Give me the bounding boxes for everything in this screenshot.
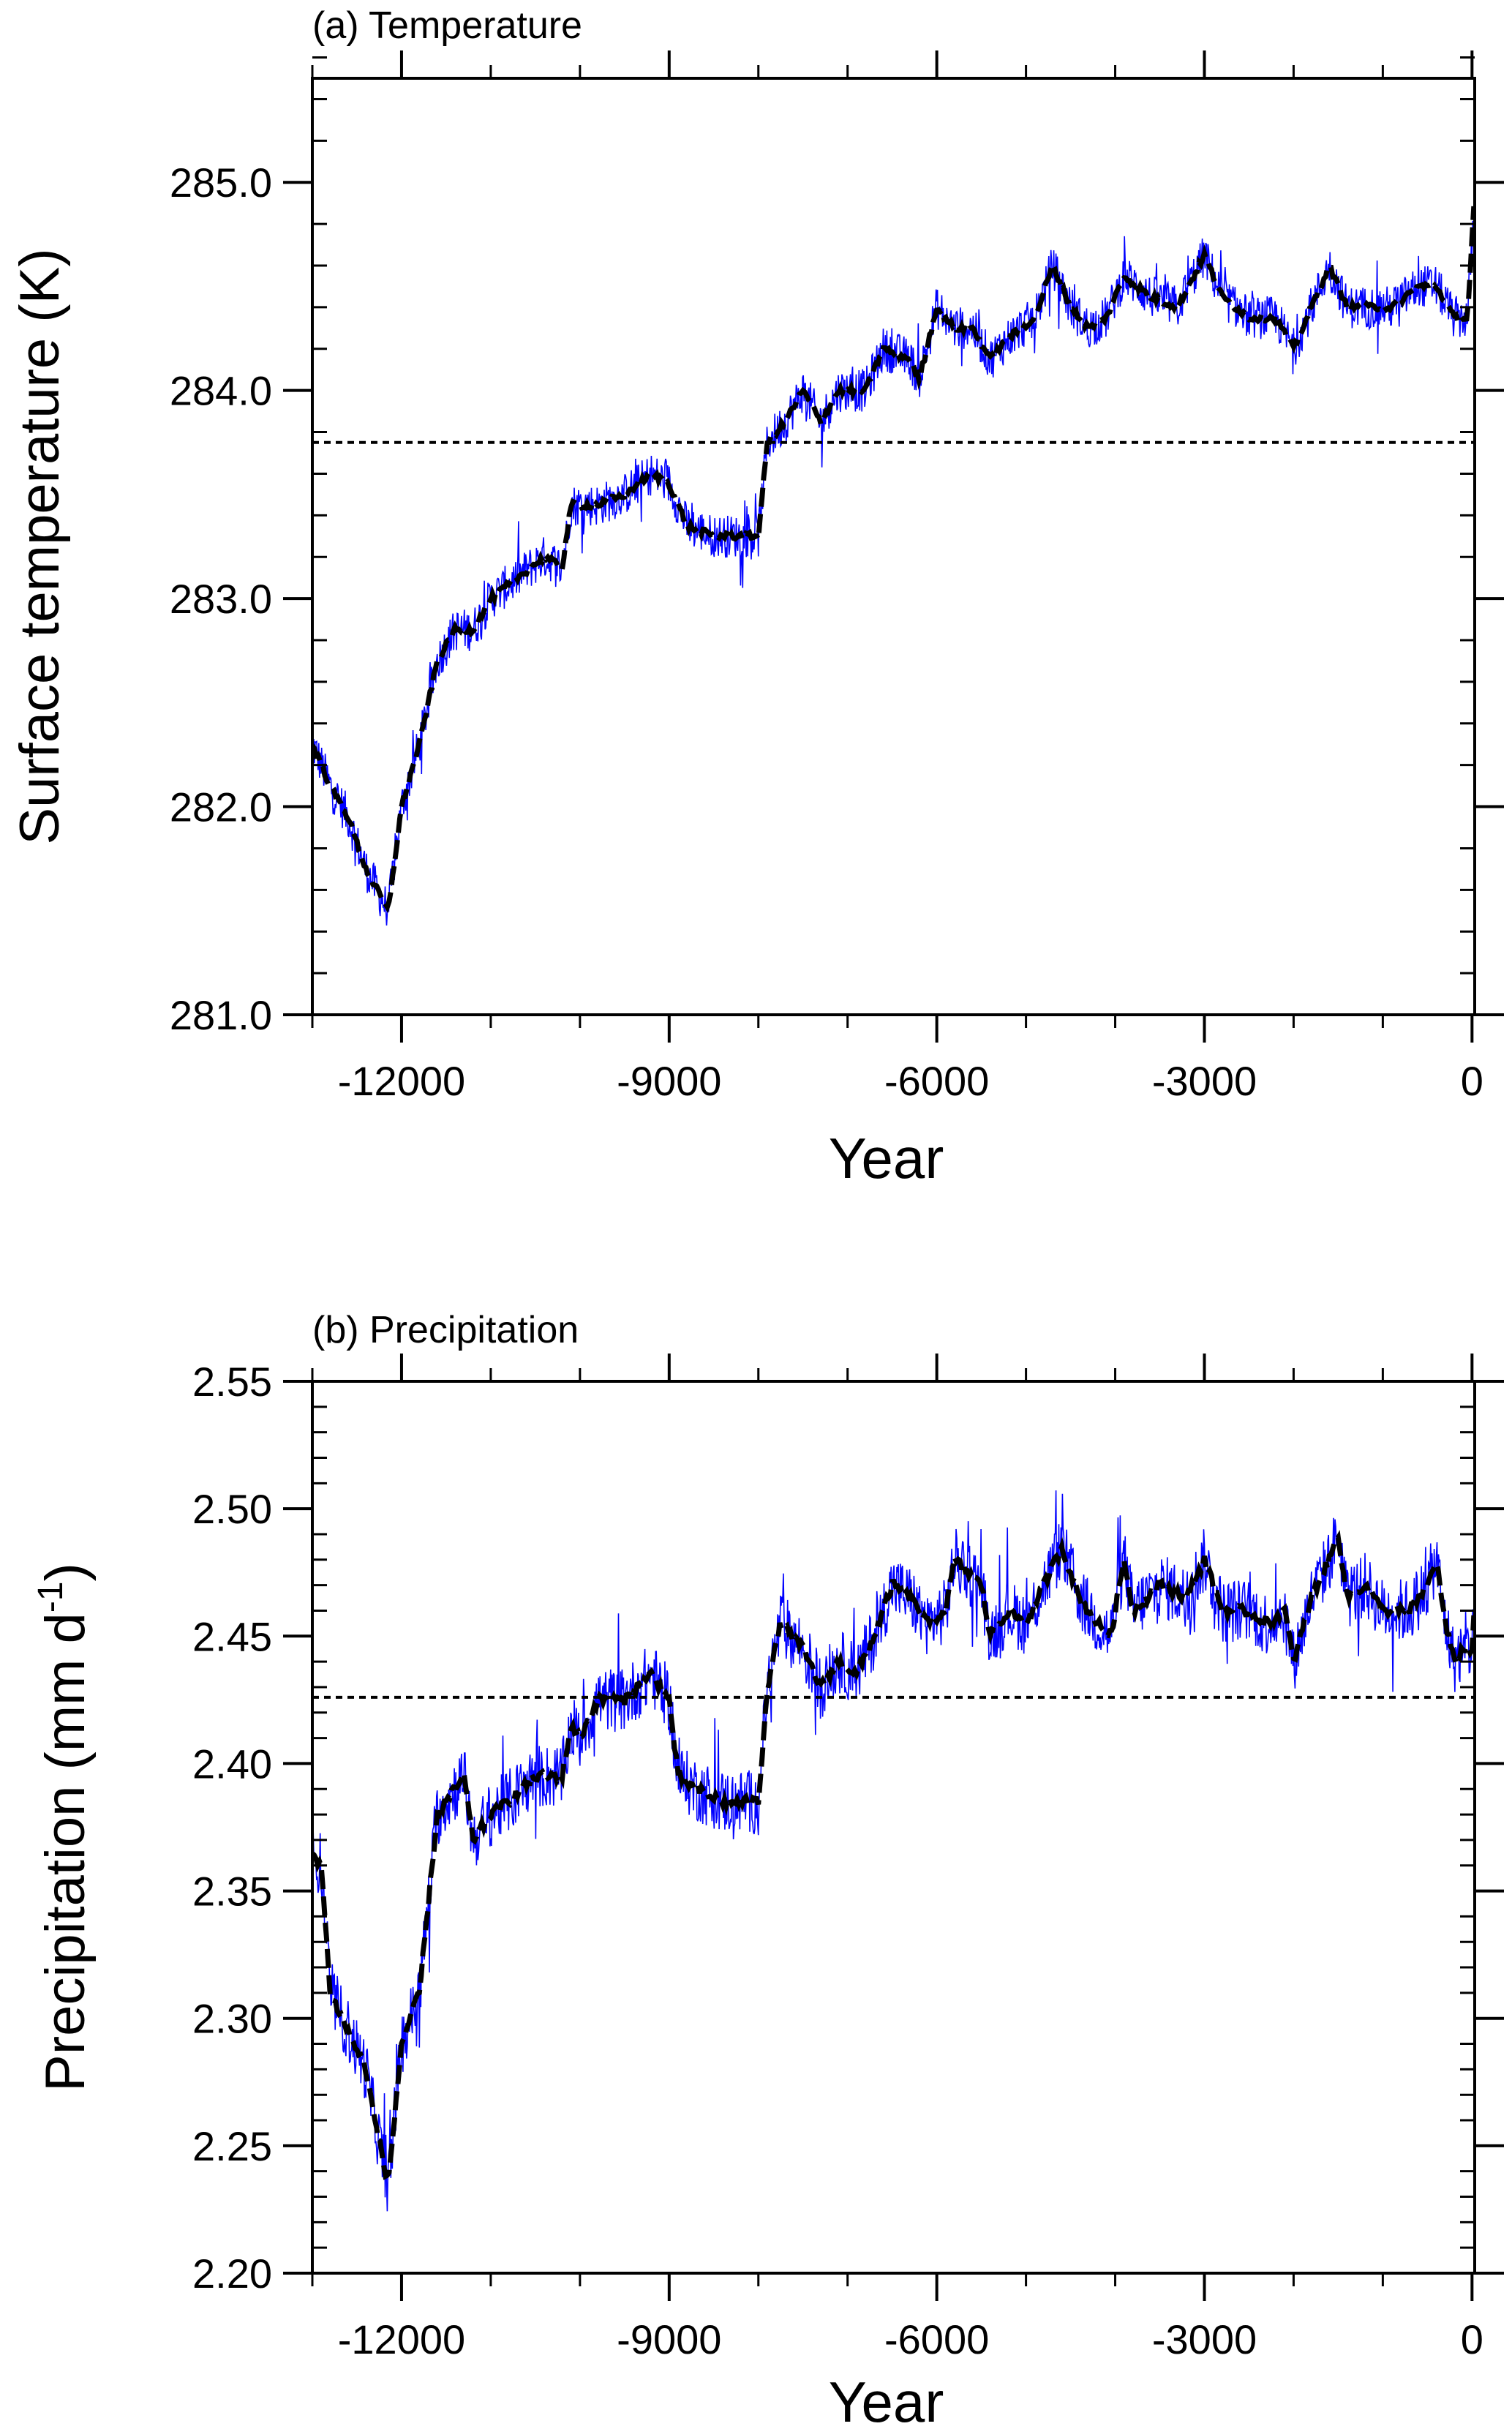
y-tick-label: 2.30 [192, 1996, 272, 2042]
smoothed-series-line [312, 1530, 1475, 2180]
y-tick-label: 2.20 [192, 2250, 272, 2297]
y-axis-label-text: Precipitation (mm d [34, 1613, 97, 2092]
y-axis-label-superscript: -1 [31, 1581, 70, 1613]
x-tick-label: -9000 [617, 2316, 721, 2362]
y-tick-label: 281.0 [170, 992, 272, 1038]
x-tick-label: -9000 [617, 1058, 721, 1104]
y-tick-label: 2.40 [192, 1741, 272, 1787]
x-tick-label: 0 [1461, 1058, 1483, 1104]
plot-area [312, 206, 1475, 926]
y-axis-label-text: Surface temperature (K) [9, 248, 71, 844]
y-tick-label: 2.50 [192, 1486, 272, 1532]
panel-temperature: (a) Temperature -12000 -9000 -6000 -3000 0 281… [9, 4, 1504, 1190]
plot-frame [311, 1380, 1476, 2275]
x-tick-label: -3000 [1152, 2316, 1257, 2362]
x-tick-label: -3000 [1152, 1058, 1257, 1104]
y-axis-label-end: ) [34, 1563, 97, 1581]
y-tick-label: 2.25 [192, 2123, 272, 2169]
y-tick-label: 284.0 [170, 368, 272, 414]
y-axis-label: Surface temperature (K) [9, 248, 71, 844]
chart-title: (b) Precipitation [312, 1309, 579, 1351]
x-tick-label: -6000 [884, 2316, 989, 2362]
x-tick-label: -12000 [338, 1058, 465, 1104]
annual-series-line [312, 1490, 1475, 2212]
x-tick-label: 0 [1461, 2316, 1483, 2362]
chart-title: (a) Temperature [312, 4, 582, 47]
x-tick-label: -6000 [884, 1058, 989, 1104]
y-tick-label: 285.0 [170, 159, 272, 206]
x-axis-label: Year [829, 2370, 944, 2429]
y-tick-label: 2.45 [192, 1613, 272, 1659]
smoothed-series-line [312, 206, 1475, 914]
y-tick-label: 283.0 [170, 576, 272, 622]
x-tick-label: -12000 [338, 2316, 465, 2362]
panel-precipitation: (b) Precipitation -12000 -9000 -6000 -3000 0 2… [31, 1309, 1504, 2429]
y-tick-label: 2.35 [192, 1869, 272, 1915]
y-tick-label: 2.55 [192, 1359, 272, 1405]
plot-frame [311, 77, 1476, 1016]
x-axis-label: Year [829, 1126, 944, 1190]
plot-area [312, 1490, 1475, 2212]
y-axis-label: Precipitation (mm d-1) [31, 1563, 97, 2092]
y-tick-label: 282.0 [170, 784, 272, 830]
annual-series-line [312, 209, 1475, 926]
